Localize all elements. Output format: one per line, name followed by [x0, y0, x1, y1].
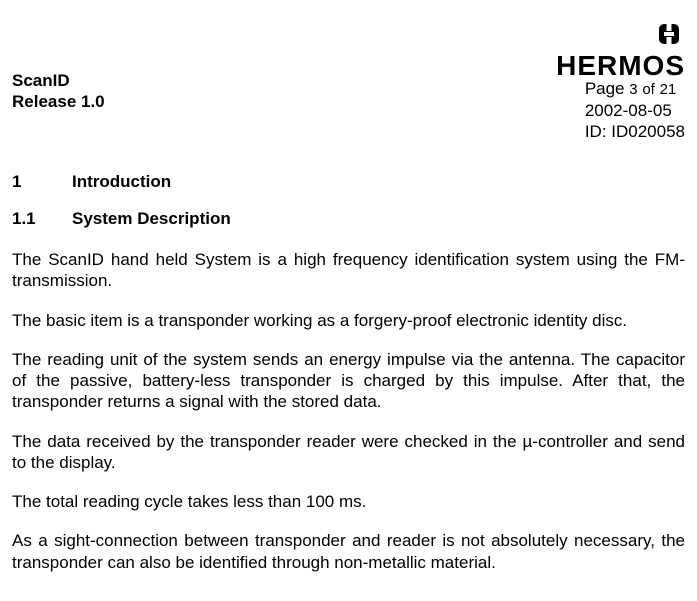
page-label: Page: [585, 79, 625, 98]
heading-1: 1Introduction: [12, 171, 685, 192]
product-name: ScanID: [12, 70, 105, 91]
page-of: of: [642, 81, 655, 98]
heading-1-1-number: 1.1: [12, 208, 72, 229]
heading-1-title: Introduction: [72, 172, 171, 191]
page-header: ScanID Release 1.0 HERMOS Page 3: [12, 20, 685, 143]
paragraph-4: The data received by the transponder rea…: [12, 431, 685, 474]
document-page: ScanID Release 1.0 HERMOS Page 3: [0, 0, 697, 573]
page-total: 21: [660, 81, 677, 98]
page-id: ID: ID020058: [585, 121, 685, 142]
heading-1-1: 1.1System Description: [12, 208, 685, 229]
paragraph-1: The ScanID hand held System is a high fr…: [12, 249, 685, 292]
page-number-line: Page 3 of 21: [585, 78, 685, 100]
brand-text: HERMOS: [533, 53, 685, 78]
brand-logo: HERMOS: [533, 20, 685, 78]
paragraph-5: The total reading cycle takes less than …: [12, 491, 685, 512]
paragraph-2: The basic item is a transponder working …: [12, 310, 685, 331]
paragraph-6: As a sight-connection between transponde…: [12, 530, 685, 573]
paragraph-3: The reading unit of the system sends an …: [12, 349, 685, 413]
heading-1-1-title: System Description: [72, 209, 231, 228]
page-current: 3: [629, 81, 637, 98]
hermos-icon: [655, 20, 683, 53]
header-right: HERMOS Page 3 of 21 2002-08-05 ID: ID020…: [533, 20, 685, 143]
header-left: ScanID Release 1.0: [12, 70, 105, 113]
page-date: 2002-08-05: [585, 100, 685, 121]
release-line: Release 1.0: [12, 91, 105, 112]
page-meta: Page 3 of 21 2002-08-05 ID: ID020058: [585, 78, 685, 142]
heading-1-number: 1: [12, 171, 72, 192]
